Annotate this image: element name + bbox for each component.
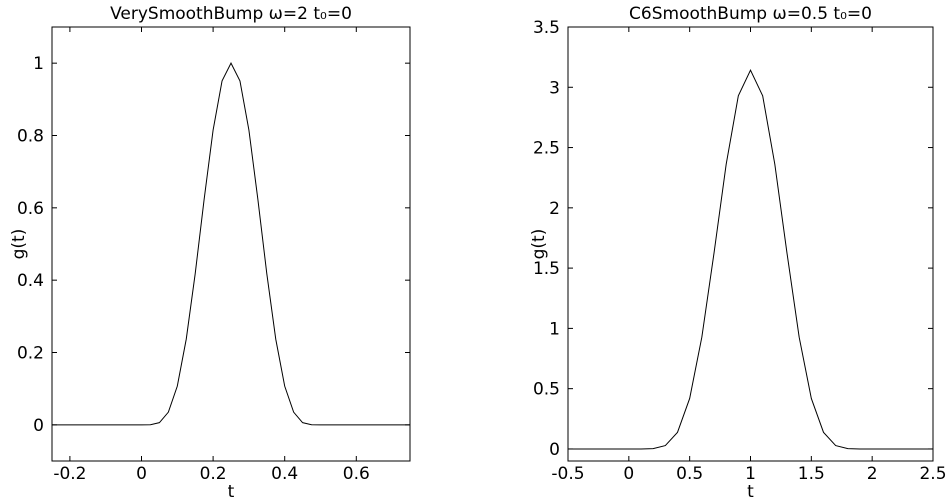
y-tick-label: 2.5 [533,139,560,159]
x-tick-label: 0 [623,464,634,484]
y-tick-label: 1 [549,319,560,339]
plot-frame [51,26,411,462]
x-tick-label: 1 [745,464,756,484]
x-tick-label: 0.4 [271,464,298,484]
y-tick-label: 1.5 [533,259,560,279]
y-tick-label: 3 [549,78,560,98]
y-tick-label: 0 [33,416,44,436]
x-axis-label: t [747,482,754,502]
chart-title: VerySmoothBump ω=2 t₀=0 [110,4,352,24]
y-tick-label: 1 [33,54,44,74]
x-tick-label: 0.2 [200,464,227,484]
x-tick-label: 1.5 [798,464,825,484]
x-tick-label: 2 [867,464,878,484]
y-tick-label: 0.8 [17,127,44,147]
x-tick-label: 0.6 [343,464,370,484]
y-tick-label: 0.5 [533,380,560,400]
y-tick-label: 0 [549,440,560,460]
y-tick-label: 2 [549,199,560,219]
x-axis-label: t [228,482,235,502]
plot-frame [567,26,934,462]
x-tick-label: 2.5 [919,464,946,484]
y-tick-label: 3.5 [533,18,560,38]
x-tick-label: 0 [136,464,147,484]
y-axis-label: g(t) [529,229,549,260]
x-tick-label: 0.5 [676,464,703,484]
y-tick-label: 0.4 [17,271,44,291]
line [568,68,933,450]
line [52,62,410,426]
x-tick-label: -0.2 [53,464,86,484]
x-tick-label: -0.5 [551,464,584,484]
y-tick-label: 0.2 [17,344,44,364]
y-axis-label: g(t) [9,229,29,260]
chart-title: C6SmoothBump ω=0.5 t₀=0 [629,4,872,24]
y-tick-label: 0.6 [17,199,44,219]
